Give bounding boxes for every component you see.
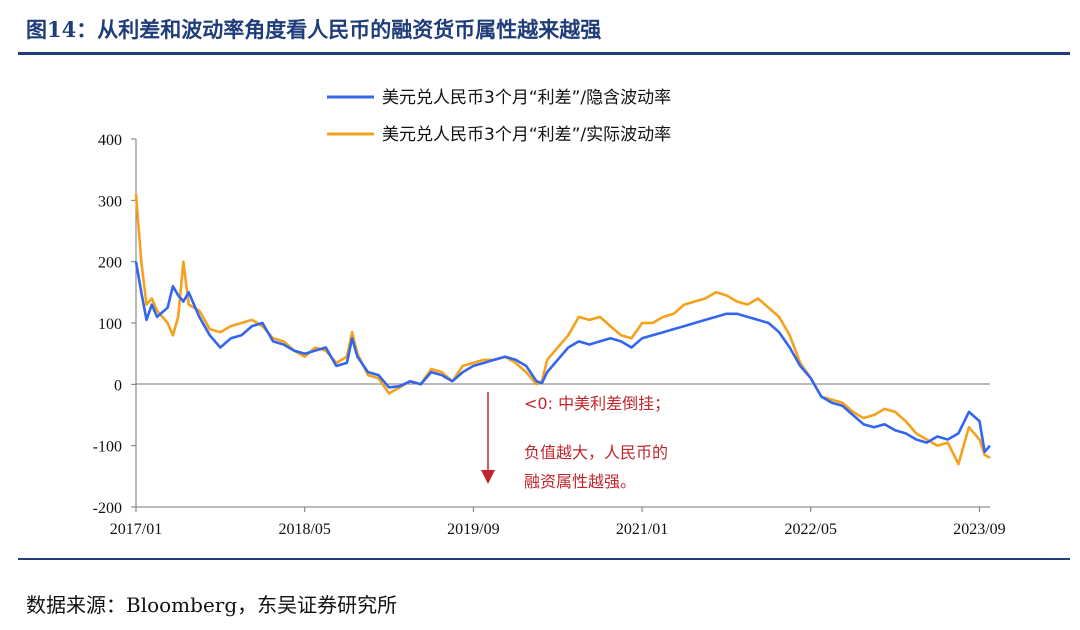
y-tick-label: -100 xyxy=(93,439,122,456)
x-tick-label: 2017/01 xyxy=(110,521,162,538)
x-tick-label: 2018/05 xyxy=(278,521,330,538)
source-rule xyxy=(18,558,1070,560)
series-line-implied xyxy=(134,261,991,454)
x-tick-label: 2022/05 xyxy=(785,521,837,538)
title-rule xyxy=(18,52,1070,55)
y-tick-labels: 400 300 200 100 0 -100 -200 xyxy=(93,132,136,517)
y-tick-label: 100 xyxy=(98,316,122,333)
annotation-line-3: 融资属性越强。 xyxy=(524,472,636,491)
x-tick-label: 2023/09 xyxy=(953,521,1005,538)
y-tick-label: 400 xyxy=(98,132,122,149)
x-tick-labels: 2017/01 2018/05 2019/09 2021/01 2022/05 2023/… xyxy=(110,507,1006,538)
legend-label-implied: 美元兑人民币3个月“利差”/隐含波动率 xyxy=(382,88,671,108)
legend: 美元兑人民币3个月“利差”/隐含波动率 美元兑人民币3个月“利差”/实际波动率 xyxy=(327,88,671,145)
x-tick-label: 2019/09 xyxy=(447,521,499,538)
annotation-line-1: <0: 中美利差倒挂； xyxy=(524,394,670,413)
legend-label-realized: 美元兑人民币3个月“利差”/实际波动率 xyxy=(382,125,671,145)
annotation-line-2: 负值越大，人民币的 xyxy=(524,443,668,462)
x-tick-label: 2021/01 xyxy=(616,521,668,538)
source-note: 数据来源：Bloomberg，东吴证券研究所 xyxy=(26,593,398,617)
y-tick-label: 300 xyxy=(98,193,122,210)
figure-title: 图14：从利差和波动率角度看人民币的融资货币属性越来越强 xyxy=(26,17,602,42)
annotation-arrow-head xyxy=(481,470,495,484)
series-lines xyxy=(134,194,991,466)
annotation: <0: 中美利差倒挂； 负值越大，人民币的 融资属性越强。 xyxy=(481,392,670,491)
y-tick-label: -200 xyxy=(93,500,122,517)
y-tick-label: 0 xyxy=(114,377,122,394)
y-tick-label: 200 xyxy=(98,255,122,272)
